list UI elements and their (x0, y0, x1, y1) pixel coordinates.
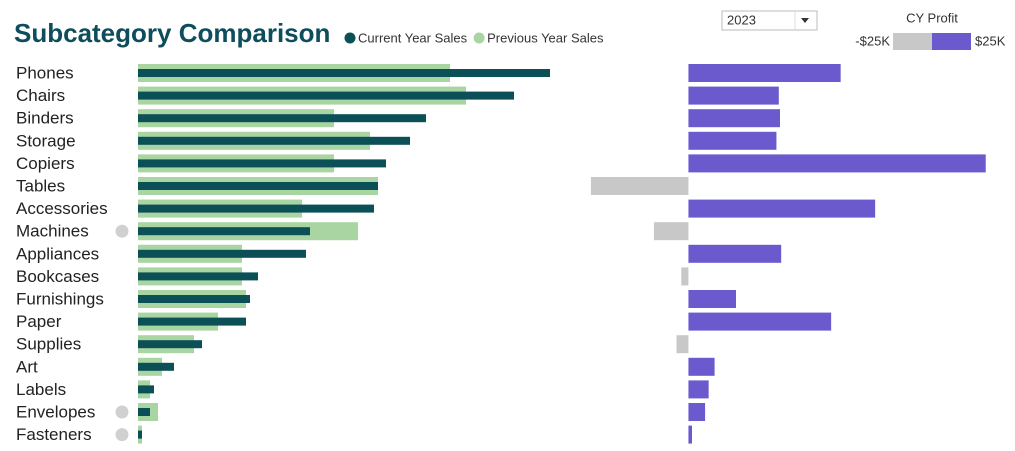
current-year-bar (138, 204, 374, 213)
profit-bar (688, 199, 876, 218)
profit-legend-positive (932, 33, 971, 50)
current-year-bar (138, 385, 154, 394)
category-label: Storage (16, 131, 76, 150)
category-label: Binders (16, 109, 74, 128)
category-label: Furnishings (16, 289, 104, 308)
current-year-bar (138, 91, 514, 100)
dropdown-value[interactable]: 2023 (727, 12, 756, 27)
current-year-bar (138, 408, 150, 416)
profit-bar (688, 131, 777, 150)
profit-bar (676, 335, 689, 354)
profit-bar (681, 267, 689, 286)
profit-bar (688, 86, 779, 105)
profit-bar (590, 177, 689, 195)
current-year-bar (138, 272, 258, 281)
current-year-bar (138, 295, 250, 303)
current-year-bar (138, 227, 310, 236)
profit-bar (688, 290, 736, 308)
dropdown-box[interactable] (721, 10, 818, 31)
profit-legend-max: $25K (975, 33, 1006, 48)
profit-bar (688, 154, 986, 173)
current-year-bar (138, 317, 246, 326)
category-label: Paper (16, 312, 62, 331)
profit-bar (688, 380, 709, 399)
category-label: Copiers (16, 154, 75, 173)
year-dropdown[interactable]: 2023 (721, 10, 818, 31)
category-label: Appliances (16, 244, 99, 263)
category-label: Art (16, 357, 38, 376)
flag-indicator (115, 428, 129, 442)
current-year-bar (138, 249, 306, 258)
dropdown-arrow[interactable] (801, 18, 809, 23)
category-label: Envelopes (16, 402, 95, 421)
profit-legend-min: -$25K (855, 33, 890, 48)
category-label: Bookcases (16, 267, 99, 286)
legend-label: Current Year Sales (358, 30, 468, 45)
category-label: Labels (16, 380, 66, 399)
current-year-bar (138, 159, 386, 168)
current-year-bar (138, 69, 550, 77)
current-year-bar (138, 136, 410, 145)
chart-title: Subcategory Comparison (14, 18, 330, 48)
current-year-bar (138, 430, 142, 439)
profit-bar (653, 222, 689, 241)
current-year-bar (138, 182, 378, 190)
profit-bar (688, 357, 715, 376)
current-year-bar (138, 340, 202, 349)
category-label: Chairs (16, 86, 65, 105)
category-label: Tables (16, 176, 65, 195)
category-label: Supplies (16, 335, 81, 354)
flag-indicator (115, 405, 129, 419)
legend-label: Previous Year Sales (487, 30, 604, 45)
current-year-bar (138, 362, 174, 371)
profit-bar (688, 109, 780, 128)
profit-legend-negative (893, 33, 932, 50)
profit-bar (688, 312, 832, 331)
category-label: Accessories (16, 199, 108, 218)
current-year-bar (138, 114, 426, 123)
category-label: Phones (16, 63, 74, 82)
profit-bar (688, 64, 841, 82)
profit-legend-title: CY Profit (906, 10, 958, 25)
category-label: Fasteners (16, 425, 92, 444)
profit-bar (688, 244, 782, 263)
profit-bar (688, 425, 692, 444)
profit-bar (688, 403, 706, 421)
category-label: Machines (16, 222, 89, 241)
legend-swatch (344, 32, 356, 44)
legend-swatch (473, 32, 485, 44)
flag-indicator (115, 224, 129, 238)
